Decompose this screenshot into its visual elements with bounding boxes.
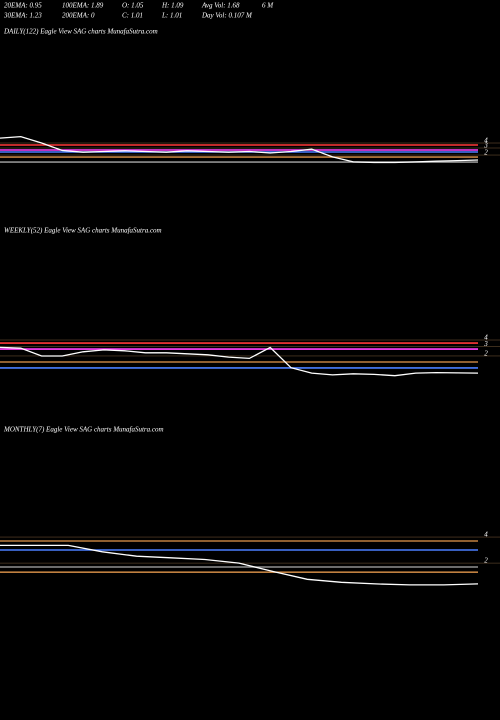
header-stat: 20EMA: 0.95 <box>4 2 42 10</box>
header-stat: Avg Vol: 1.68 <box>201 2 240 10</box>
header-stat: 6 M <box>262 2 274 10</box>
y-tick-label: 2 <box>484 149 488 157</box>
price-line <box>0 544 479 586</box>
price-line <box>0 135 479 164</box>
y-tick-label: 2 <box>484 557 488 565</box>
y-tick-label: 4 <box>484 334 488 342</box>
header-stat: L: 1.01 <box>161 12 182 20</box>
header-stat: 100EMA: 1.89 <box>62 2 104 10</box>
y-tick-label: 3 <box>483 340 488 348</box>
y-tick-label: 4 <box>484 531 488 539</box>
y-tick-label: 2 <box>484 350 488 358</box>
header-stat: C: 1.01 <box>122 12 143 20</box>
y-tick-label: 4 <box>484 137 488 145</box>
panel-title: MONTHLY(7) Eagle View SAG charts MunafaS… <box>3 426 164 434</box>
price-line <box>0 346 479 377</box>
y-tick-label: 3 <box>483 142 488 150</box>
header-stat: Day Vol: 0.107 M <box>201 12 253 20</box>
header-stat: O: 1.05 <box>122 2 144 10</box>
header-stat: 200EMA: 0 <box>62 12 95 20</box>
panel-title: DAILY(122) Eagle View SAG charts MunafaS… <box>3 28 158 36</box>
header-stat: H: 1.09 <box>161 2 184 10</box>
panel-title: WEEKLY(52) Eagle View SAG charts MunafaS… <box>4 227 162 235</box>
header-stat: 30EMA: 1.23 <box>3 12 42 20</box>
